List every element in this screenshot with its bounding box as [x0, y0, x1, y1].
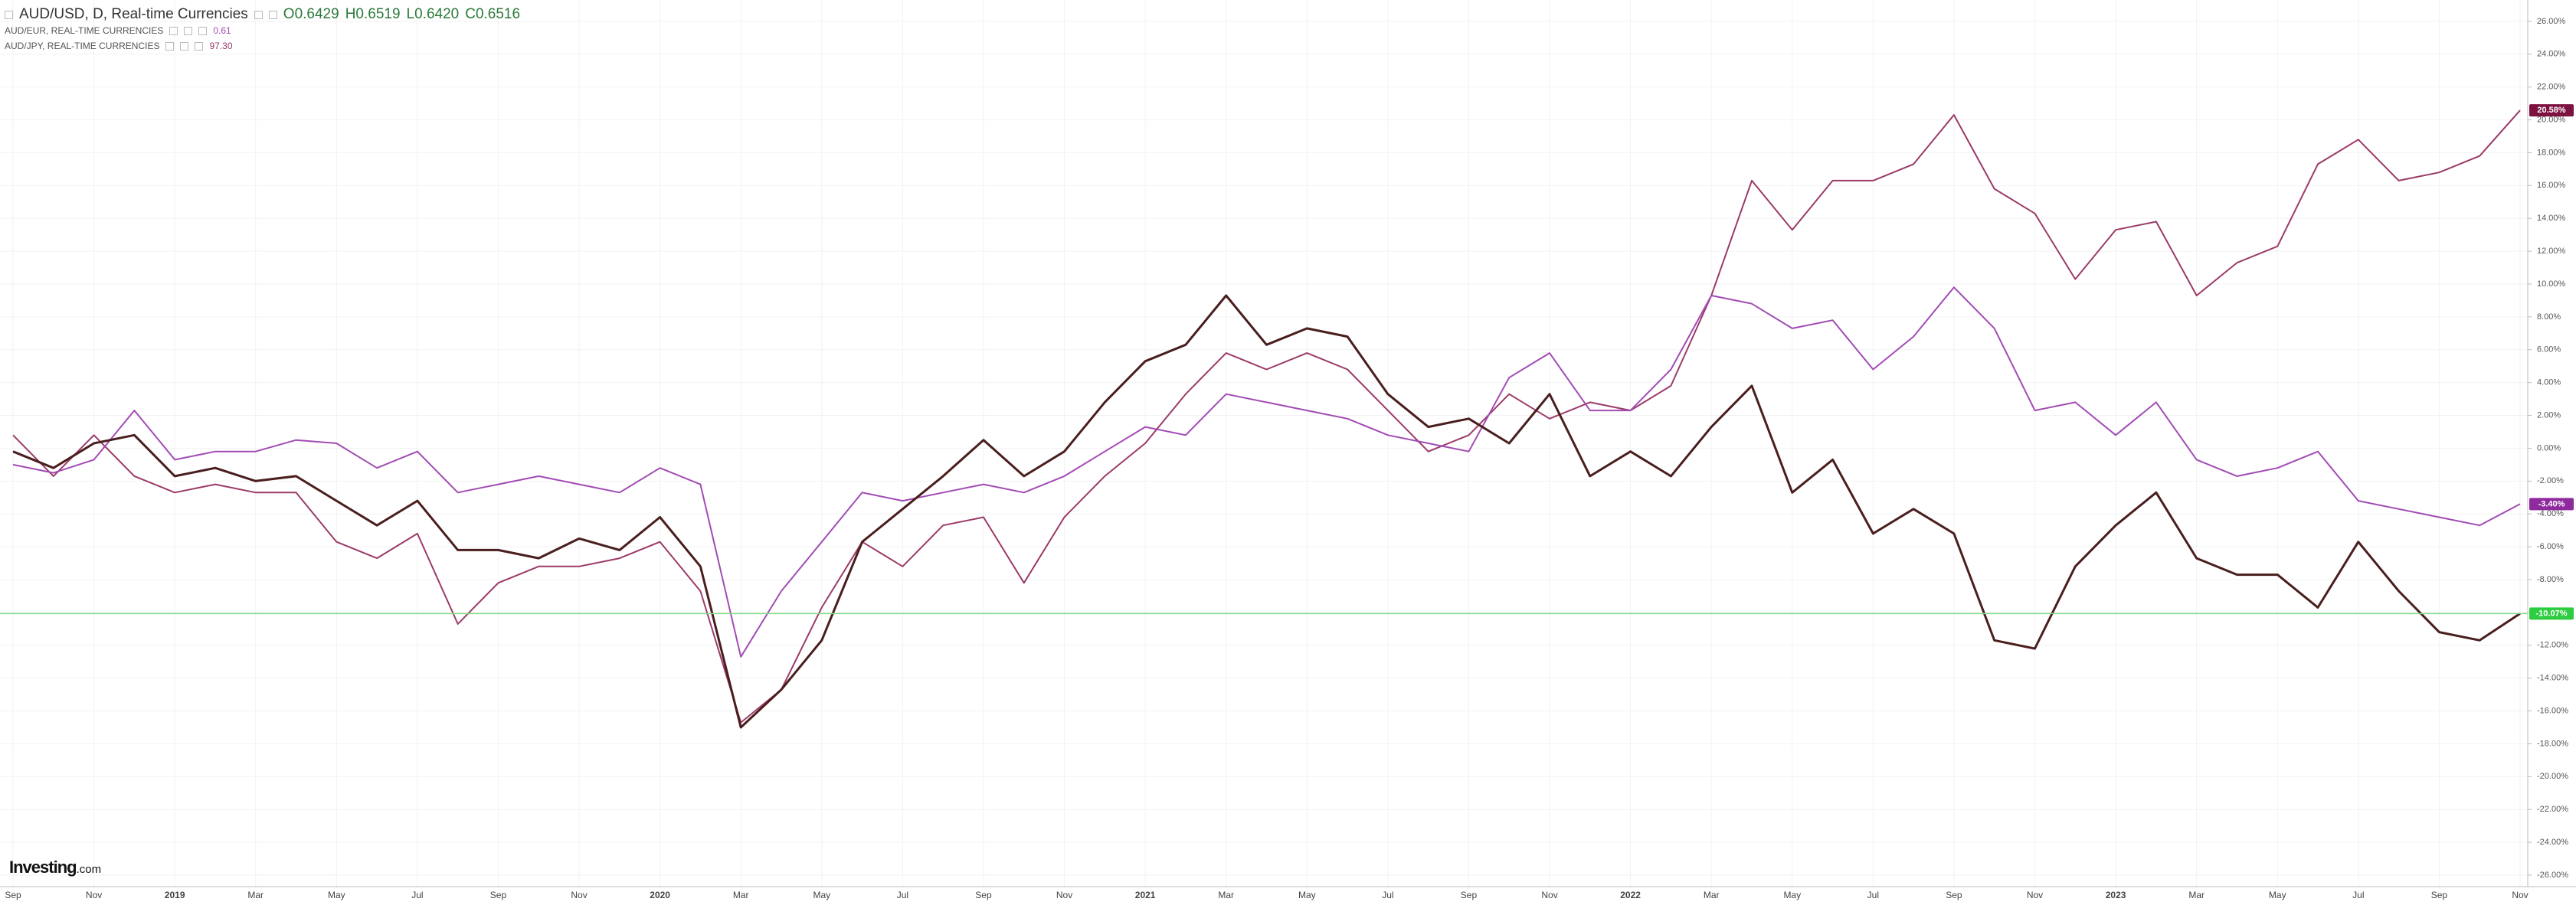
x-tick-label: 2022: [1620, 890, 1641, 900]
x-tick-label: Mar: [1218, 890, 1234, 900]
x-tick-label: 2023: [2106, 890, 2126, 900]
y-tick-label: 2.00%: [2537, 410, 2561, 420]
y-tick-label: 6.00%: [2537, 345, 2561, 354]
y-tick-label: -14.00%: [2537, 674, 2568, 683]
x-tick-label: Mar: [1704, 890, 1720, 900]
x-tick-label: Nov: [1541, 890, 1557, 900]
last-value-label: 20.58%: [2537, 106, 2566, 115]
x-tick-label: Jul: [1867, 890, 1879, 900]
x-tick-label: Nov: [2512, 890, 2528, 900]
series-line: [12, 294, 2521, 729]
x-tick-label: Jul: [1382, 890, 1393, 900]
y-tick-label: -22.00%: [2537, 805, 2568, 814]
series-name: AUD/EUR, REAL-TIME CURRENCIES: [5, 25, 164, 36]
y-tick-label: 18.00%: [2537, 148, 2566, 157]
compare-legend: AUD/JPY, REAL-TIME CURRENCIES 97.30: [5, 41, 233, 51]
x-tick-label: Sep: [490, 890, 507, 900]
x-tick-label: 2019: [165, 890, 185, 900]
series-line: [12, 109, 2521, 724]
close-icon[interactable]: [268, 10, 277, 19]
x-tick-label: Nov: [1056, 890, 1072, 900]
x-tick-label: Jul: [411, 890, 423, 900]
settings-icon[interactable]: [165, 41, 175, 51]
compare-legend: AUD/EUR, REAL-TIME CURRENCIES 0.61: [5, 25, 231, 36]
x-tick-label: May: [1783, 890, 1801, 900]
y-tick-label: 22.00%: [2537, 83, 2566, 92]
close-icon[interactable]: [198, 26, 208, 35]
settings-icon[interactable]: [254, 10, 263, 19]
y-tick-label: 14.00%: [2537, 214, 2566, 223]
y-tick-label: 8.00%: [2537, 312, 2561, 322]
ohlc-open: O0.6429: [283, 6, 339, 22]
y-tick-label: -18.00%: [2537, 739, 2568, 748]
x-tick-label: Nov: [571, 890, 587, 900]
y-tick-label: 0.00%: [2537, 443, 2561, 452]
last-value-badge: [2529, 607, 2574, 620]
series-name: AUD/JPY, REAL-TIME CURRENCIES: [5, 41, 160, 51]
main-legend: AUD/USD, D, Real-time Currencies O0.6429…: [5, 6, 520, 23]
ohlc-high: H0.6519: [345, 6, 401, 22]
y-tick-label: 4.00%: [2537, 378, 2561, 387]
x-tick-label: Mar: [247, 890, 263, 900]
y-tick-label: -4.00%: [2537, 509, 2564, 518]
plot: [0, 109, 2528, 729]
logo-word: Investing: [9, 858, 77, 877]
y-tick-label: -16.00%: [2537, 706, 2568, 715]
x-tick-label: 2020: [650, 890, 670, 900]
series-line: [12, 286, 2521, 658]
last-value-label: -3.40%: [2538, 499, 2565, 508]
x-tick-label: Sep: [975, 890, 992, 900]
x-tick-label: Nov: [86, 890, 102, 900]
y-tick-label: -8.00%: [2537, 575, 2564, 584]
x-tick-label: Sep: [5, 890, 21, 900]
hide-icon[interactable]: [184, 26, 193, 35]
x-tick-label: May: [813, 890, 830, 900]
series-quote: 97.30: [209, 41, 233, 51]
collapse-icon[interactable]: [5, 10, 13, 19]
series-quote: 0.61: [213, 25, 231, 36]
logo: Investing.com: [9, 858, 101, 877]
grid: [0, 0, 2528, 887]
x-tick-label: Sep: [1946, 890, 1962, 900]
x-tick-label: May: [328, 890, 345, 900]
y-tick-label: 20.00%: [2537, 115, 2566, 124]
close-icon[interactable]: [195, 41, 204, 51]
ohlc-close: C0.6516: [465, 6, 521, 22]
y-tick-label: 12.00%: [2537, 247, 2566, 256]
x-tick-label: 2021: [1135, 890, 1156, 900]
x-tick-label: Jul: [2352, 890, 2364, 900]
logo-suffix: .com: [76, 863, 102, 876]
last-value-label: -10.07%: [2536, 609, 2568, 618]
x-tick-label: Mar: [2188, 890, 2204, 900]
y-tick-label: -20.00%: [2537, 772, 2568, 781]
y-tick-label: -6.00%: [2537, 542, 2564, 551]
y-tick-label: 26.00%: [2537, 17, 2566, 26]
hide-icon[interactable]: [180, 41, 189, 51]
x-tick-label: May: [1298, 890, 1316, 900]
x-tick-label: May: [2269, 890, 2286, 900]
y-tick-label: 10.00%: [2537, 279, 2566, 289]
last-value-badge: [2529, 498, 2574, 511]
x-tick-label: Nov: [2027, 890, 2043, 900]
y-tick-label: 24.00%: [2537, 50, 2566, 59]
ohlc-low: L0.6420: [406, 6, 460, 22]
x-tick-label: Jul: [897, 890, 908, 900]
y-tick-label: -24.00%: [2537, 838, 2568, 847]
y-tick-label: 16.00%: [2537, 181, 2566, 190]
x-tick-label: Mar: [733, 890, 749, 900]
series-name: AUD/USD, D, Real-time Currencies: [19, 6, 248, 22]
x-tick-label: Sep: [1461, 890, 1478, 900]
y-tick-label: -26.00%: [2537, 871, 2568, 880]
y-tick-label: -12.00%: [2537, 641, 2568, 650]
last-value-badge: [2529, 104, 2574, 117]
x-tick-label: Sep: [2431, 890, 2448, 900]
y-tick-label: -2.00%: [2537, 476, 2564, 485]
settings-icon[interactable]: [169, 26, 178, 35]
